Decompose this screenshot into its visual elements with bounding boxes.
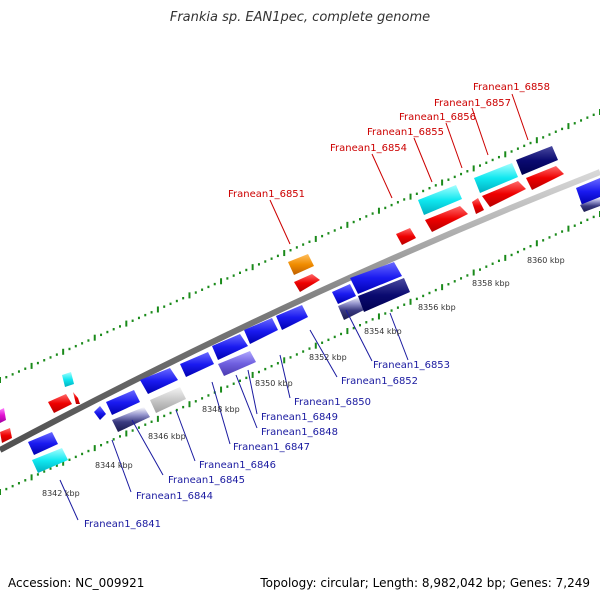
gene-labels-bottom: Franean1_6841 Franean1_6844 Franean1_684… [84,360,450,530]
gene-label: Franean1_6847 [233,442,310,453]
gene-features [0,146,600,473]
outer-tick-ring [0,109,600,383]
gene-arrow[interactable] [516,146,558,175]
kbp-label: 8346 kbp [148,432,186,441]
gene-label: Franean1_6850 [294,397,371,408]
gene-label: Franean1_6844 [136,491,213,502]
kbp-label: 8354 kbp [364,327,402,336]
gene-label: Franean1_6848 [261,427,338,438]
gene-arrow[interactable] [32,448,68,473]
gene-label: Franean1_6853 [373,360,450,371]
gene-arrow[interactable] [73,392,80,404]
leader-lines [59,93,529,521]
gene-label: Franean1_6851 [228,189,305,200]
accession-text: Accession: NC_009921 [8,576,145,590]
gene-arrow[interactable] [0,428,12,443]
gene-arrow[interactable] [180,352,214,377]
gene-label: Franean1_6857 [434,98,511,109]
gene-arrow[interactable] [48,394,72,413]
gene-label: Franean1_6841 [84,519,161,530]
gene-arrow[interactable] [244,318,278,344]
gene-label: Franean1_6856 [399,112,476,123]
kbp-label: 8358 kbp [472,279,510,288]
gene-arrow[interactable] [576,178,600,205]
gene-arrow[interactable] [28,432,58,455]
gene-arrow[interactable] [288,254,314,275]
gene-arrow[interactable] [358,278,410,312]
gene-labels-top: Franean1_6851 Franean1_6854 Franean1_685… [228,82,550,200]
gene-label: Franean1_6852 [341,376,418,387]
gene-arrow[interactable] [62,372,74,387]
gene-arrow[interactable] [106,390,140,415]
genome-summary-text: Topology: circular; Length: 8,982,042 bp… [260,576,590,590]
gene-arrow[interactable] [580,197,600,212]
gene-arrow[interactable] [526,166,564,190]
gene-arrow[interactable] [474,163,518,193]
kbp-label: 8356 kbp [418,303,456,312]
gene-arrow[interactable] [94,406,106,420]
gene-arrow[interactable] [425,206,468,232]
gene-arrow[interactable] [140,368,178,394]
kbp-label: 8342 kbp [42,489,80,498]
gene-label: Franean1_6845 [168,475,245,486]
gene-arrow[interactable] [418,185,462,215]
gene-arrow[interactable] [396,228,416,245]
genome-backbone [0,169,600,453]
gene-label: Franean1_6855 [367,127,444,138]
gene-arrow[interactable] [472,198,484,214]
gene-label: Franean1_6849 [261,412,338,423]
gene-arrow[interactable] [482,181,526,207]
map-title: Frankia sp. EAN1pec, complete genome [169,10,431,25]
gene-arrow[interactable] [350,262,402,294]
gene-arrow[interactable] [212,334,248,360]
gene-label: Franean1_6858 [473,82,550,93]
kbp-label: 8350 kbp [255,379,293,388]
gene-arrow[interactable] [150,387,186,413]
gene-arrow[interactable] [218,351,256,376]
gene-arrow[interactable] [112,407,150,432]
kbp-label: 8348 kbp [202,405,240,414]
kbp-label: 8352 kbp [309,353,347,362]
scale-labels: 8342 kbp 8344 kbp 8346 kbp 8348 kbp 8350… [42,256,565,498]
gene-arrow[interactable] [0,408,6,423]
gene-arrow[interactable] [276,305,308,330]
inner-tick-ring [0,211,600,495]
gene-arrow[interactable] [294,274,320,292]
kbp-label: 8360 kbp [527,256,565,265]
gene-label: Franean1_6854 [330,143,407,154]
kbp-label: 8344 kbp [95,461,133,470]
gene-arrow[interactable] [332,284,356,304]
gene-label: Franean1_6846 [199,460,276,471]
